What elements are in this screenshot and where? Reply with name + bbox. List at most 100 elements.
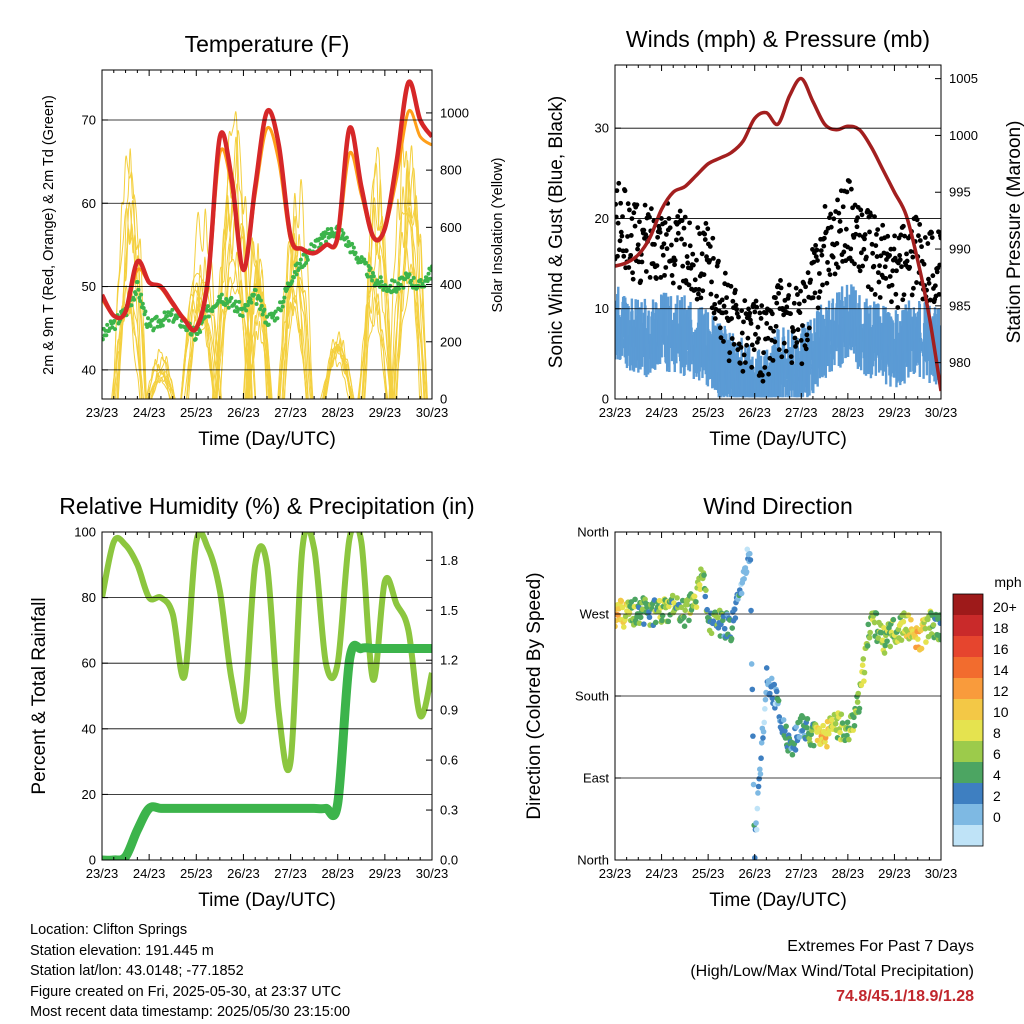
wind-gust-point [798, 288, 803, 294]
rh-xtick-label: 24/23 [133, 866, 166, 881]
wind-gust-point [690, 251, 696, 257]
wind-gust-point [788, 354, 794, 360]
wind-gust-point [857, 268, 863, 274]
dewpoint-point [298, 261, 302, 266]
wind-gust-point [692, 277, 698, 283]
dewpoint-point [253, 288, 258, 293]
rh-y2tick-label: 0.9 [440, 703, 458, 718]
wind-gust-point [719, 297, 725, 303]
dewpoint-point [325, 227, 330, 232]
humidity-line [102, 532, 432, 773]
wind-gust-point [634, 202, 640, 208]
wind-gust-point [805, 270, 811, 276]
solar-insolation-line [363, 178, 393, 399]
wind-gust-point [818, 248, 824, 254]
wind-gust-point [621, 253, 627, 259]
wind-gust-point [820, 282, 825, 288]
wind-gust-point [835, 197, 840, 203]
dewpoint-point [371, 274, 376, 279]
colorbar-label: 0 [993, 809, 1001, 825]
wind-direction-point [922, 625, 929, 632]
rh-xtick-label: 29/23 [369, 866, 402, 881]
dewpoint-point [318, 242, 323, 247]
colorbar-swatch [953, 678, 983, 699]
dir-ytick-label: East [583, 771, 609, 786]
wind-gust-point [805, 337, 810, 343]
wind-gust-point [703, 221, 709, 226]
wind-gust-point [647, 275, 653, 280]
wind-gust-point [826, 267, 832, 273]
wind-direction-point [762, 696, 769, 703]
dewpoint-point [429, 268, 432, 273]
dewpoint-point [138, 298, 143, 303]
wind-direction-point [760, 728, 767, 735]
wind-gust-point [892, 233, 898, 239]
wind-gust-point [743, 360, 748, 365]
dewpoint-point [265, 314, 269, 319]
dir-xtick-label: 26/23 [738, 866, 771, 881]
wind-gust-point [853, 231, 859, 237]
dewpoint-point [218, 296, 223, 301]
wind-gust-point [749, 364, 755, 370]
dewpoint-point [305, 257, 310, 262]
wind-gust-point [898, 232, 904, 238]
wind-gust-point [697, 231, 703, 237]
wind-direction-point [758, 755, 764, 762]
wind-gust-point [702, 231, 708, 237]
wind-direction-point [753, 826, 760, 833]
wind-direction-point [749, 686, 756, 693]
wind-gust-point [648, 206, 654, 212]
dewpoint-point [148, 323, 153, 328]
wind-gust-point [837, 219, 843, 224]
wind-gust-point [657, 229, 663, 235]
colorbar-label: 16 [993, 641, 1009, 657]
wind-gust-point [811, 259, 817, 265]
wind-xtick-label: 25/23 [692, 405, 725, 420]
rh-data [102, 532, 432, 860]
wind-gust-point [804, 332, 810, 338]
dewpoint-point [169, 312, 174, 317]
wind-direction-point [674, 595, 680, 601]
wind-direction-point [887, 643, 894, 650]
dewpoint-point [112, 318, 117, 323]
wind-direction-point [744, 546, 751, 553]
wind-direction-point [930, 622, 937, 628]
solar-insolation-line [361, 293, 391, 399]
wind-direction-point [757, 766, 763, 773]
wind-direction-point [619, 604, 626, 611]
wind-gust-point [757, 310, 763, 316]
wind-xtick-label: 26/23 [738, 405, 771, 420]
temp-y2tick-label: 800 [440, 163, 462, 178]
wind-gust-point [907, 264, 913, 270]
dewpoint-point [152, 326, 157, 331]
wind-gust-point [615, 220, 621, 226]
dewpoint-point [260, 312, 265, 317]
wind-direction-point [837, 729, 843, 736]
dewpoint-point [259, 303, 264, 308]
wind-direction-point [804, 724, 810, 731]
dewpoint-point [424, 275, 429, 280]
wind-gust-point [922, 235, 928, 240]
wind-y2tick-label: 990 [949, 242, 971, 257]
colorbar-label: 10 [993, 704, 1009, 720]
location-text: Location: Clifton Springs [30, 922, 188, 938]
dewpoint-point [102, 337, 105, 342]
wind-gust-point [622, 188, 628, 194]
colorbar-label: 20+ [993, 599, 1017, 615]
rh-ytick-label: 0 [89, 853, 96, 868]
wind-gust-point [858, 207, 864, 213]
wind-direction-point [881, 650, 888, 656]
wind-gust-point [687, 220, 693, 226]
dir-ytick-label: North [577, 525, 609, 540]
wind-direction-point [871, 619, 878, 626]
wind-direction-point [865, 621, 872, 628]
colorbar-label: 8 [993, 725, 1001, 741]
temp-y2tick-label: 1000 [440, 105, 469, 120]
dewpoint-point [278, 308, 283, 313]
temp-xtick-label: 24/23 [133, 405, 166, 420]
wind-gust-point [702, 237, 708, 242]
wind-gust-point [795, 292, 800, 297]
solar-insolation-line [151, 360, 176, 399]
wind-gust-point [730, 298, 736, 304]
wind-gust-point [803, 346, 809, 352]
